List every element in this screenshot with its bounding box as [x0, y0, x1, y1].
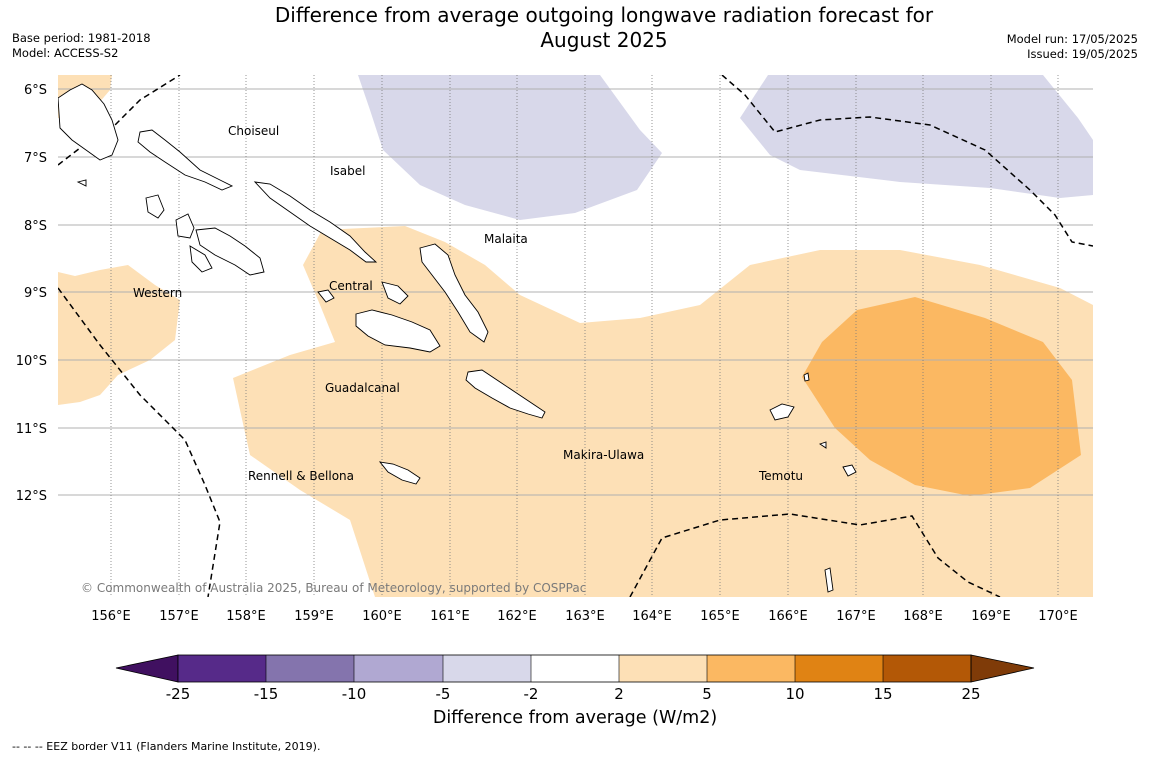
makira-island — [465, 369, 546, 419]
region-label-malaita: Malaita — [484, 232, 528, 246]
choiseul-island — [137, 129, 234, 191]
anomaly-region-negative-light — [358, 75, 662, 220]
new-georgia-islands — [145, 194, 265, 276]
colorbar-segment — [883, 655, 971, 682]
colorbar-tick-label: -2 — [524, 685, 539, 703]
region-labels: Choiseul Isabel Malaita Western Central … — [133, 124, 803, 483]
region-label-western: Western — [133, 286, 182, 300]
colorbar-tick-label: 15 — [873, 685, 892, 703]
lon-tick-label: 157°E — [159, 609, 199, 624]
colorbar-segment — [707, 655, 795, 682]
lat-tick-label: 9°S — [24, 286, 47, 301]
lon-tick-label: 164°E — [632, 609, 672, 624]
colorbar-segment — [266, 655, 354, 682]
malaita-island — [419, 243, 489, 343]
lon-tick-label: 168°E — [903, 609, 943, 624]
region-label-isabel: Isabel — [330, 164, 365, 178]
colorbar: -25 -15 -10 -5 -2 2 5 10 15 25 — [115, 654, 1035, 703]
colorbar-tick-label: 25 — [961, 685, 980, 703]
colorbar-segment — [531, 655, 619, 682]
colorbar-segment — [178, 655, 266, 682]
title-line-2: August 2025 — [540, 28, 668, 52]
model-name: Model: ACCESS-S2 — [12, 46, 119, 60]
colorbar-segment — [443, 655, 531, 682]
lat-tick-label: 10°S — [16, 354, 47, 369]
colorbar-segment — [354, 655, 443, 682]
isabel-island — [253, 181, 378, 263]
region-label-rennell: Rennell & Bellona — [248, 469, 354, 483]
colorbar-arrow-right — [970, 654, 1035, 683]
central-islands — [317, 281, 409, 305]
colorbar-segment — [795, 655, 883, 682]
lat-tick-label: 6°S — [24, 83, 47, 98]
lon-tick-label: 160°E — [362, 609, 402, 624]
colorbar-tick-label: -10 — [342, 685, 367, 703]
lat-tick-label: 12°S — [16, 489, 47, 504]
lat-tick-label: 8°S — [24, 219, 47, 234]
colorbar-arrow-left — [115, 654, 179, 683]
meta-left: Base period: 1981-2018 Model: ACCESS-S2 — [12, 31, 151, 61]
small-islands — [76, 179, 834, 593]
lon-tick-label: 170°E — [1038, 609, 1078, 624]
rennell-island — [378, 461, 421, 485]
lon-tick-label: 167°E — [836, 609, 876, 624]
colorbar-tick-label: -25 — [166, 685, 191, 703]
region-label-makira: Makira-Ulawa — [563, 448, 644, 462]
copyright-notice: © Commonwealth of Australia 2025, Bureau… — [81, 581, 586, 595]
lat-tick-label: 7°S — [24, 151, 47, 166]
colorbar-tick-label: -15 — [254, 685, 279, 703]
coastlines — [58, 83, 857, 593]
colorbar-tick-label: 10 — [785, 685, 804, 703]
lon-tick-label: 158°E — [226, 609, 266, 624]
lon-tick-label: 166°E — [768, 609, 808, 624]
latitude-tick-labels: 6°S 7°S 8°S 9°S 10°S 11°S 12°S — [16, 83, 47, 504]
guadalcanal-island — [355, 309, 441, 353]
colorbar-tick-label: 5 — [702, 685, 712, 703]
region-label-central: Central — [329, 279, 373, 293]
region-label-choiseul: Choiseul — [228, 124, 279, 138]
anomaly-region-positive-medium — [802, 297, 1081, 496]
lon-tick-label: 165°E — [700, 609, 740, 624]
meta-right: Model run: 17/05/2025 Issued: 19/05/2025 — [1007, 32, 1138, 62]
chart-title: Difference from average outgoing longwav… — [200, 3, 1008, 53]
lon-tick-label: 163°E — [565, 609, 605, 624]
issued-date: Issued: 19/05/2025 — [1027, 47, 1138, 61]
colorbar-title: Difference from average (W/m2) — [432, 708, 718, 728]
longitude-tick-labels: 156°E 157°E 158°E 159°E 160°E 161°E 162°… — [91, 609, 1078, 624]
eez-legend-note: -- -- -- EEZ border V11 (Flanders Marine… — [12, 740, 321, 753]
region-label-temotu: Temotu — [758, 469, 803, 483]
model-run: Model run: 17/05/2025 — [1006, 32, 1138, 46]
region-label-guadalcanal: Guadalcanal — [325, 381, 400, 395]
colorbar-tick-label: -5 — [436, 685, 451, 703]
santa-cruz-islands — [769, 403, 857, 477]
lon-tick-label: 162°E — [497, 609, 537, 624]
lon-tick-label: 159°E — [294, 609, 334, 624]
lon-tick-label: 169°E — [971, 609, 1011, 624]
anomaly-region-positive-light — [58, 265, 180, 405]
lon-tick-label: 161°E — [430, 609, 470, 624]
lat-tick-label: 11°S — [16, 422, 47, 437]
latitude-gridlines — [58, 88, 1093, 496]
bougainville-coast — [58, 83, 119, 161]
lon-tick-label: 156°E — [91, 609, 131, 624]
anomaly-region-negative-light — [740, 75, 1093, 198]
colorbar-segment — [619, 655, 707, 682]
title-line-1: Difference from average outgoing longwav… — [274, 3, 934, 27]
base-period: Base period: 1981-2018 — [12, 31, 151, 45]
map-area — [58, 75, 1093, 597]
colorbar-tick-label: 2 — [614, 685, 624, 703]
